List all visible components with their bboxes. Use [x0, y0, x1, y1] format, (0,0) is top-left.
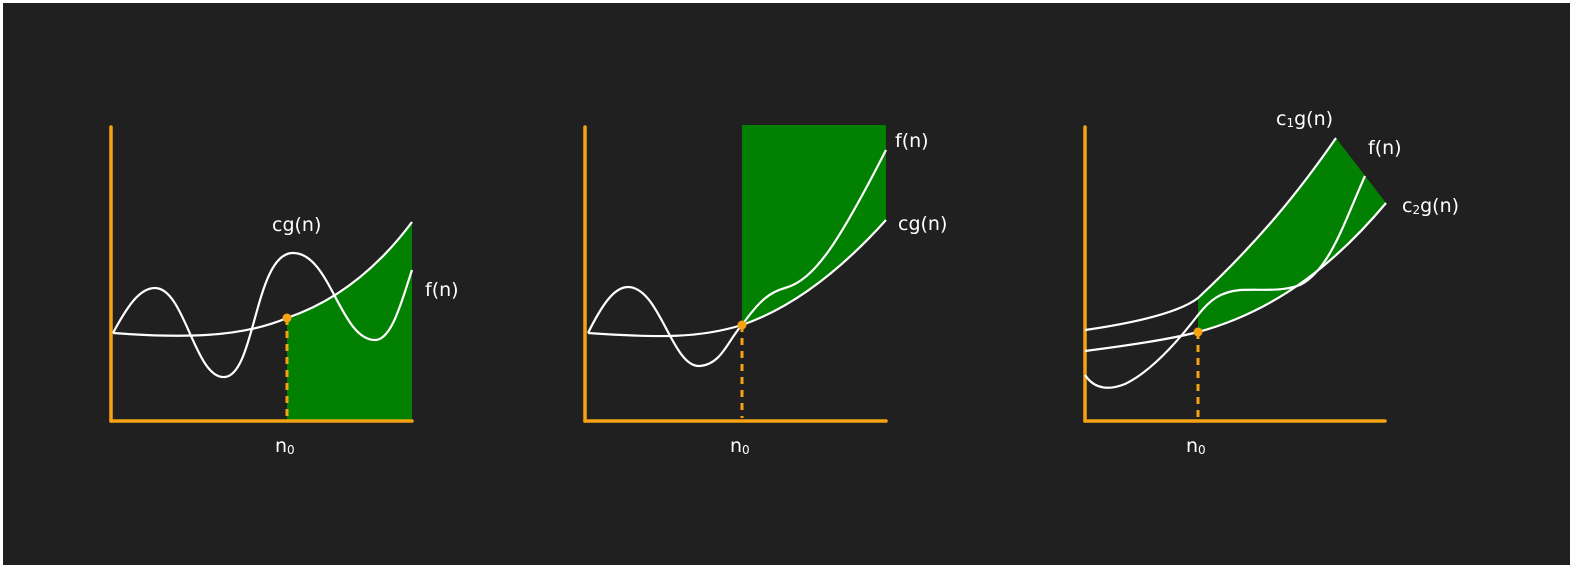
- label-cg-n: cg(n): [898, 213, 947, 235]
- intersection-point: [282, 313, 292, 323]
- label-n0: n0: [275, 435, 295, 457]
- c1g-main: c: [1276, 108, 1286, 130]
- label-f-n: f(n): [425, 279, 459, 301]
- n0-main: n: [1186, 435, 1198, 457]
- panel-big-omega: f(n) cg(n) n0: [583, 125, 947, 457]
- bounded-region: [1198, 138, 1386, 332]
- n0-main: n: [275, 435, 287, 457]
- c1g-rest: g(n): [1294, 108, 1333, 130]
- label-f-n: f(n): [895, 130, 929, 152]
- intersection-point: [737, 320, 747, 330]
- panel-big-theta: c1g(n) f(n) c2g(n) n0: [1083, 108, 1459, 457]
- label-n0: n0: [1186, 435, 1206, 457]
- label-c1g-n: c1g(n): [1276, 108, 1333, 130]
- n0-sub: 0: [1198, 443, 1206, 457]
- f-curve: [1084, 175, 1367, 389]
- n0-sub: 0: [742, 443, 750, 457]
- c2g-curve: [1084, 202, 1387, 353]
- label-cg-n: cg(n): [272, 214, 321, 236]
- label-c2g-n: c2g(n): [1402, 195, 1459, 217]
- n0-main: n: [730, 435, 742, 457]
- c1g-sub: 1: [1286, 116, 1294, 130]
- bounded-region: [742, 125, 886, 325]
- c2g-rest: g(n): [1420, 195, 1459, 217]
- n0-sub: 0: [287, 443, 295, 457]
- c2g-main: c: [1402, 195, 1412, 217]
- f-curve: [587, 149, 887, 368]
- c2g-sub: 2: [1412, 203, 1420, 217]
- c1g-curve: [1084, 137, 1337, 332]
- f-curve: [112, 251, 414, 379]
- label-n0: n0: [730, 435, 750, 457]
- label-f-n: f(n): [1368, 137, 1402, 159]
- panel-big-o: cg(n) f(n) n0: [109, 125, 459, 457]
- intersection-point: [1193, 327, 1203, 337]
